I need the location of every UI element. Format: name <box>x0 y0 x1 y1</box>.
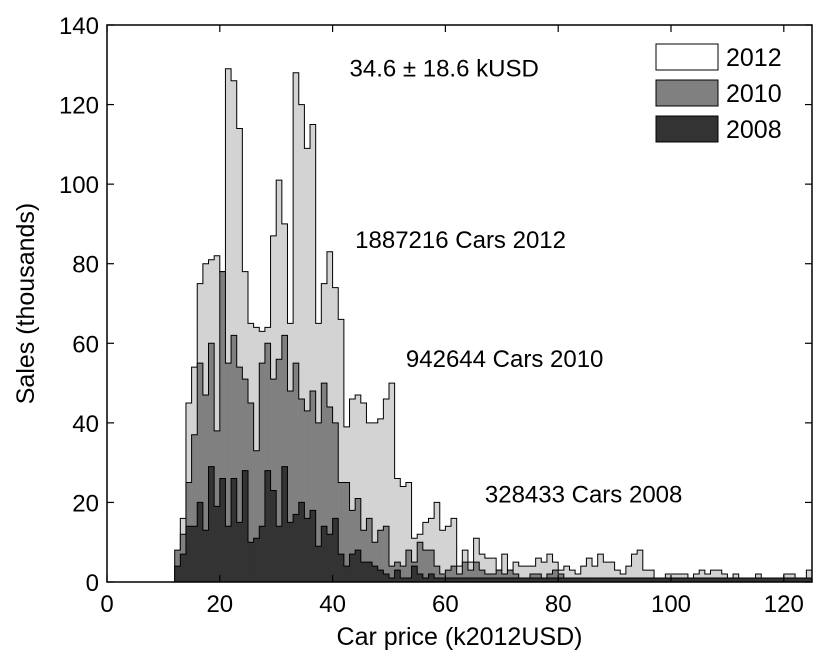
bar-2008-35 <box>304 518 311 583</box>
x-tick-label: 100 <box>651 591 691 618</box>
bar-2008-27 <box>259 526 266 583</box>
bar-2012-50 <box>388 382 395 583</box>
bar-2008-57 <box>428 573 435 583</box>
bar-2008-25 <box>247 542 254 583</box>
y-tick-label: 120 <box>59 93 99 120</box>
y-axis-label: Sales (thousands) <box>12 203 40 405</box>
bar-2008-23 <box>236 522 243 583</box>
legend-label-2012: 2012 <box>726 44 782 72</box>
bar-2008-26 <box>253 538 260 583</box>
bar-2008-30 <box>276 526 282 583</box>
bar-2008-38 <box>321 526 328 583</box>
y-tick-label: 80 <box>72 252 99 279</box>
bar-2008-18 <box>208 466 215 583</box>
legend: 2012 2010 2008 <box>655 43 782 144</box>
bars-layer <box>174 68 813 583</box>
x-tick-label: 20 <box>206 591 233 618</box>
bar-2008-49 <box>383 573 390 583</box>
annotation-4: 328433 Cars 2008 <box>485 481 682 508</box>
bar-2008-24 <box>242 470 249 583</box>
x-tick-label: 40 <box>319 591 346 618</box>
x-tick-label: 120 <box>764 591 804 618</box>
bar-2008-20 <box>219 478 226 583</box>
bar-2008-41 <box>338 554 345 583</box>
y-tick-label: 140 <box>59 13 99 40</box>
bar-2008-48 <box>377 569 384 583</box>
bar-2008-46 <box>366 561 373 583</box>
bar-2008-17 <box>202 530 209 583</box>
legend-label-2008: 2008 <box>726 116 782 144</box>
bar-2010-53 <box>405 550 412 583</box>
bar-2008-43 <box>349 554 356 583</box>
legend-swatch-2012 <box>655 43 719 71</box>
x-tick-label: 0 <box>100 591 113 618</box>
y-tick-label: 40 <box>72 411 99 438</box>
bar-2008-33 <box>292 514 299 583</box>
bar-2008-32 <box>287 522 294 583</box>
bar-2008-12 <box>174 565 181 583</box>
y-tick-label: 0 <box>86 570 99 597</box>
annotation-2: 1887216 Cars 2012 <box>355 227 566 254</box>
bar-2008-29 <box>270 490 277 583</box>
bar-2008-22 <box>230 478 237 583</box>
bar-2008-31 <box>281 466 288 583</box>
annotations: 34.6 ± 18.6 kUSD 1887216 Cars 2012 942644 … <box>350 56 683 509</box>
bar-2008-28 <box>264 470 271 583</box>
bar-2008-37 <box>315 546 322 583</box>
bar-2008-55 <box>417 573 423 583</box>
y-tick-label: 60 <box>72 331 99 358</box>
series-2008 <box>174 466 813 583</box>
x-tick-label: 80 <box>545 591 572 618</box>
bar-2008-40 <box>332 518 339 583</box>
legend-label-2010: 2010 <box>726 80 782 108</box>
axis-tick-labels: 0 20 40 60 80 100 120 0 20 40 60 80 100 120 140 <box>59 13 804 618</box>
bar-2008-36 <box>309 510 316 583</box>
bar-2008-34 <box>298 502 305 583</box>
x-tick-label: 60 <box>432 591 459 618</box>
axis-ticks <box>106 24 812 583</box>
annotation-3: 942644 Cars 2010 <box>406 346 603 373</box>
bar-2008-15 <box>191 526 198 583</box>
outline-2008 <box>174 466 812 582</box>
annotation-1: 34.6 ± 18.6 kUSD <box>350 56 539 83</box>
bar-2008-13 <box>180 554 187 583</box>
legend-swatch-2008 <box>655 115 719 143</box>
plot-frame <box>106 24 813 583</box>
bar-2008-54 <box>411 565 418 583</box>
bar-2008-16 <box>197 502 204 583</box>
x-axis-label: Car price (k2012USD) <box>337 623 583 651</box>
bar-2008-21 <box>225 526 232 583</box>
bar-2008-45 <box>360 561 367 583</box>
bar-2008-42 <box>343 565 350 583</box>
bar-2010-56 <box>422 550 429 583</box>
bar-2008-19 <box>214 506 220 583</box>
y-tick-label: 100 <box>59 172 99 199</box>
bar-2008-47 <box>371 565 378 583</box>
y-tick-label: 20 <box>72 490 99 517</box>
bar-2012-94 <box>637 550 643 583</box>
bar-2008-44 <box>355 550 361 583</box>
bar-2008-14 <box>185 526 192 583</box>
bar-2008-51 <box>394 569 401 583</box>
legend-swatch-2010 <box>655 79 719 107</box>
bar-2008-39 <box>326 534 333 583</box>
